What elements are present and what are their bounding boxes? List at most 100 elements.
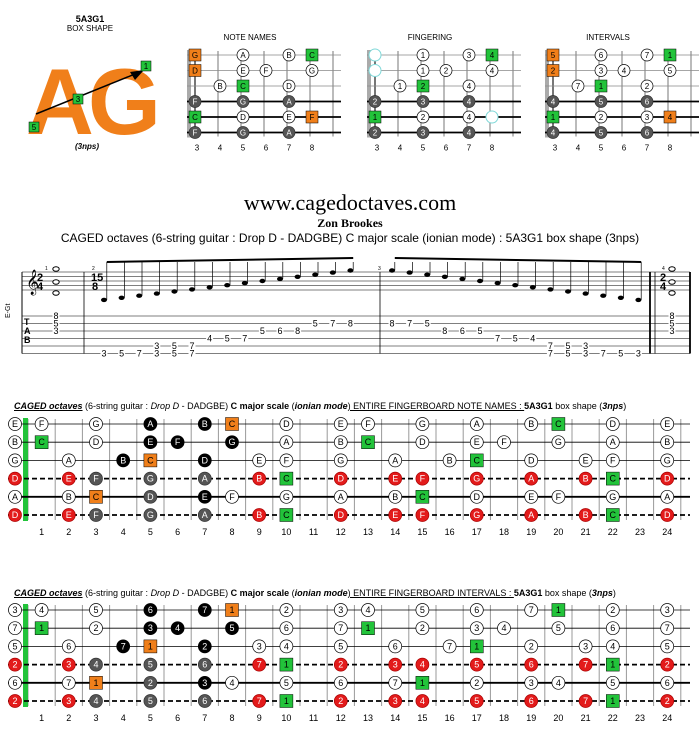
fret-number: 16 <box>445 713 455 723</box>
note-circle <box>8 417 22 431</box>
tab-number-bg <box>135 349 143 358</box>
note-label: 3 <box>474 623 479 633</box>
note-circle <box>8 508 22 522</box>
note-circle <box>282 126 296 139</box>
note-label: 2 <box>12 660 17 670</box>
octave-note-square <box>143 639 158 654</box>
title-fragment: Drop D <box>150 401 180 411</box>
tab-number-bg <box>276 327 284 335</box>
note-circle <box>197 417 212 431</box>
title-fragment: 3nps <box>591 588 613 598</box>
octave-note-square <box>143 453 158 468</box>
note-label: C <box>474 455 481 465</box>
fingerboard-intervals-title: CAGED octaves (6-string guitar : Drop D … <box>14 588 616 598</box>
tab-number: 8 <box>442 326 447 336</box>
tab-number: 7 <box>242 334 247 344</box>
note-circle <box>416 48 430 62</box>
nut-bar <box>23 604 28 707</box>
note-head <box>312 272 319 277</box>
note-label: C <box>240 82 246 91</box>
note-circle <box>333 639 348 654</box>
tab-number: 8 <box>53 311 58 321</box>
note-circle <box>252 694 267 708</box>
fret-number: 11 <box>309 713 318 723</box>
fret-number: 16 <box>445 527 455 537</box>
note-circle <box>469 508 484 522</box>
root-note-square <box>606 657 620 672</box>
tab-number-bg <box>582 342 590 350</box>
note-head <box>547 287 554 292</box>
note-circle <box>640 110 654 124</box>
note-label: 4 <box>622 67 627 76</box>
note-circle <box>197 508 212 522</box>
tab-number: 5 <box>313 319 318 329</box>
note-label: A <box>66 455 72 465</box>
note-label: 7 <box>576 82 581 91</box>
fret-number: 17 <box>472 527 482 537</box>
note-label: 7 <box>393 678 398 688</box>
tab-number-bg <box>241 334 249 343</box>
tab-number: 5 <box>225 334 230 344</box>
note-circle <box>442 639 457 654</box>
note-label: B <box>66 492 72 502</box>
note-circle <box>524 639 539 654</box>
note-label: 6 <box>665 678 670 688</box>
note-label: F <box>284 455 290 465</box>
note-label: 2 <box>12 696 17 706</box>
note-circle <box>61 675 76 690</box>
note-circle <box>282 95 296 108</box>
note-circle <box>415 657 430 672</box>
note-label: A <box>474 419 480 429</box>
tab-number-bg <box>564 342 572 350</box>
note-label: 7 <box>583 660 588 670</box>
note-circle <box>8 489 22 504</box>
note-head <box>635 297 642 303</box>
note-circle <box>89 603 103 617</box>
note-label: 7 <box>121 641 126 651</box>
note-label: 2 <box>599 113 604 122</box>
measure-number: 2 <box>92 266 95 272</box>
note-label: 6 <box>599 51 604 60</box>
note-circle <box>640 48 654 62</box>
note-label: 2 <box>148 678 153 688</box>
title-fragment: box shape ( <box>552 401 603 411</box>
note-label: 4 <box>551 98 556 107</box>
note-label: C <box>610 474 617 484</box>
note-label: B <box>286 51 291 60</box>
note-label: 7 <box>338 623 343 633</box>
note-label: A <box>202 510 208 520</box>
note-label: B <box>528 419 534 429</box>
note-label: F <box>175 437 181 447</box>
octave-note-square <box>89 490 103 504</box>
title-fragment: CAGED octaves <box>14 401 83 411</box>
note-circle <box>143 471 158 486</box>
note-circle <box>89 508 103 522</box>
note-label: C <box>365 437 372 447</box>
fret-number: 3 <box>553 144 558 153</box>
note-circle <box>660 489 675 504</box>
tab-number-bg <box>52 312 60 320</box>
title-fragment: ) ENTIRE FINGERBOARD NOTE NAMES : <box>347 401 525 411</box>
note-head <box>224 283 231 288</box>
note-label: F <box>556 492 562 502</box>
note-circle <box>469 417 484 431</box>
title-fragment: ionian mode <box>294 401 348 411</box>
note-label: 1 <box>420 678 425 688</box>
note-circle <box>34 603 49 617</box>
note-label: D <box>528 455 535 465</box>
note-circle <box>605 675 620 690</box>
note-label: 5 <box>665 641 670 651</box>
note-label: 7 <box>12 623 17 633</box>
note-label: 6 <box>66 641 71 651</box>
tab-number: 8 <box>389 319 394 329</box>
note-label: F <box>193 98 198 107</box>
root-note-square <box>415 676 430 690</box>
note-head <box>617 295 624 300</box>
note-label: B <box>202 419 208 429</box>
note-label: 4 <box>420 660 425 670</box>
note-circle <box>188 126 202 139</box>
note-label: E <box>528 492 534 502</box>
note-label: E <box>147 437 153 447</box>
note-label: E <box>474 437 480 447</box>
